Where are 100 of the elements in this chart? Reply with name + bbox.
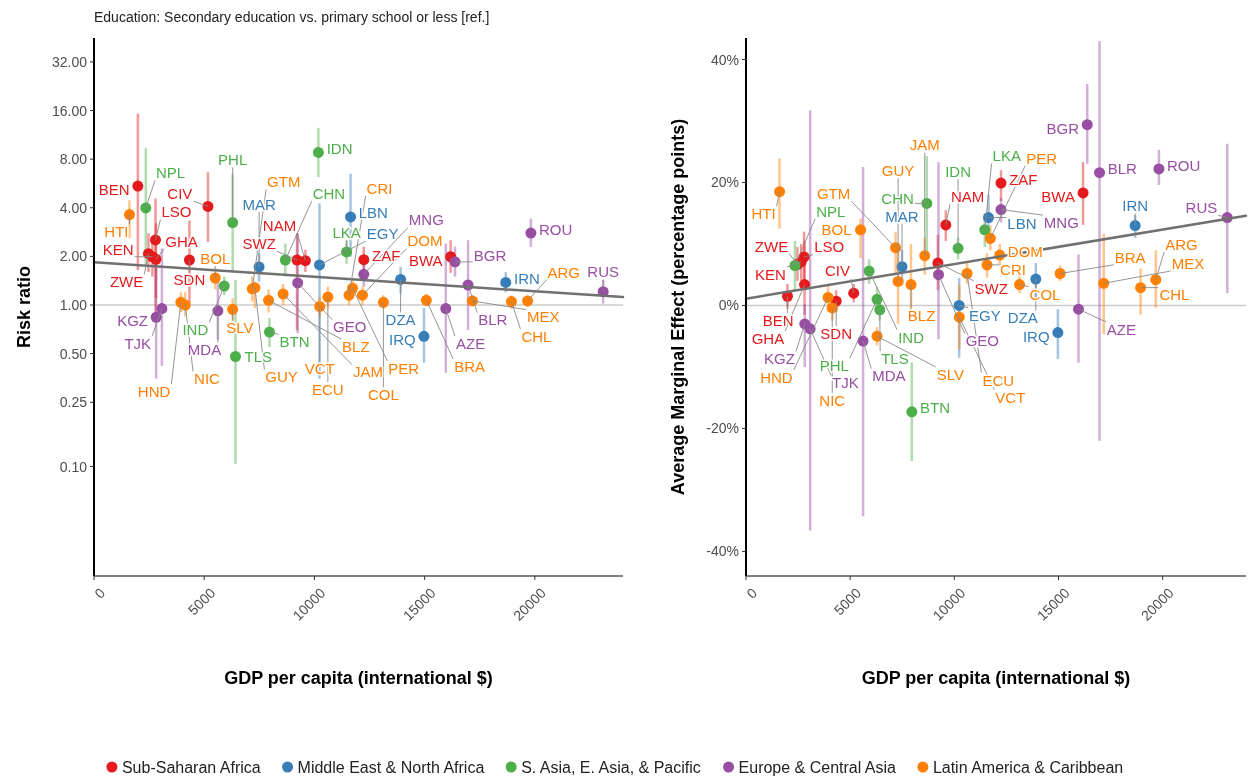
legend-label: Middle East & North Africa	[297, 758, 485, 776]
annotation: IRN	[513, 269, 540, 287]
y-tick-label: 8.00	[59, 151, 88, 168]
legend-label: Latin America & Caribbean	[932, 758, 1124, 776]
annotation: ROU	[538, 220, 573, 238]
y-tick-label: 16.00	[51, 102, 88, 119]
annotation: SLV	[226, 319, 254, 337]
annotation: JAM	[352, 363, 383, 381]
annotation: BTN	[279, 333, 310, 351]
annotation: HTI	[104, 222, 129, 240]
annotation: AZE	[1106, 320, 1137, 338]
x-axis-title: GDP per capita (international $)	[224, 668, 493, 688]
annotation: GEO	[965, 332, 1000, 350]
annotation: TJK	[832, 374, 859, 392]
annotation: AZE	[455, 334, 486, 352]
annotation: MNG	[1043, 213, 1079, 231]
annotation: SWZ	[974, 279, 1008, 297]
annotation: SLV	[936, 365, 964, 383]
annotation: RUS	[587, 263, 619, 281]
annotation: DZA	[1007, 309, 1038, 327]
annotation: IRQ	[389, 331, 416, 349]
annotation: IDN	[945, 163, 972, 181]
annotation: NIC	[194, 370, 221, 388]
annotation: MDA	[187, 341, 222, 359]
annotation: JAM	[909, 136, 940, 154]
legend-label: Sub-Saharan Africa	[121, 758, 261, 776]
annotation: LKA	[992, 147, 1021, 165]
annotation: NPL	[156, 164, 186, 182]
annotation: ARG	[547, 263, 581, 281]
annotation: EGY	[969, 306, 1001, 324]
annotation: SWZ	[242, 235, 276, 253]
y-tick-label: -20%	[706, 420, 739, 437]
annotation: LKA	[332, 223, 361, 241]
annotation: CIV	[824, 262, 850, 280]
annotation: CHL	[1159, 285, 1190, 303]
annotation: VCT	[995, 388, 1026, 406]
annotation: MNG	[408, 211, 444, 229]
annotation: ECU	[982, 371, 1015, 389]
annotation: COL	[367, 386, 399, 404]
annotation: RUS	[1185, 199, 1218, 217]
y-tick-label: 1.00	[59, 297, 88, 314]
y-axis-title: Risk ratio	[14, 265, 34, 349]
annotation: TJK	[124, 334, 152, 352]
annotation: CIV	[167, 184, 193, 202]
y-tick-label: 4.00	[59, 199, 88, 216]
annotation: DOM	[407, 232, 443, 250]
annotation: MEX	[526, 308, 560, 326]
annotation: KGZ	[764, 350, 795, 368]
annotation: TLS	[244, 347, 273, 365]
annotation: VCT	[304, 360, 335, 378]
annotation: KEN	[755, 265, 786, 283]
y-tick-label: 0.10	[59, 458, 88, 475]
annotation: BGR	[1046, 119, 1080, 137]
annotation: BLZ	[342, 337, 370, 355]
annotation: MEX	[1171, 254, 1205, 272]
annotation: HTI	[751, 205, 776, 223]
legend-label: S. Asia, E. Asia, & Pacific	[521, 758, 701, 776]
annotation: NAM	[262, 216, 297, 234]
annotation: BLZ	[907, 307, 936, 325]
annotation: LSO	[161, 203, 192, 221]
annotation: CHN	[881, 189, 914, 207]
annotation: ZWE	[754, 237, 789, 255]
y-tick-label: -40%	[706, 543, 739, 560]
annotation: GHA	[165, 232, 198, 250]
annotation: BWA	[408, 251, 443, 269]
annotation: IRQ	[1022, 327, 1050, 345]
annotation: KEN	[102, 241, 134, 259]
annotation: PHL	[819, 356, 849, 374]
annotation: ZAF	[1009, 170, 1038, 188]
annotation: BGR	[473, 246, 507, 264]
annotation: BRA	[454, 357, 486, 375]
annotation: BLR	[478, 311, 508, 329]
annotation: DZA	[385, 311, 416, 329]
y-axis-title: Average Marginal Effect (percentage points)	[668, 118, 688, 496]
annotation: BLR	[1107, 160, 1138, 178]
annotation: NAM	[950, 188, 985, 206]
annotation: PER	[1026, 149, 1058, 167]
annotation: BTN	[920, 399, 951, 417]
annotation: BOL	[821, 221, 852, 239]
annotation: GEO	[333, 318, 367, 336]
x-tick-label: 0	[91, 584, 109, 602]
chart-title: Education: Secondary education vs. primary school or less [ref.]	[94, 9, 490, 25]
annotation: LSO	[814, 238, 845, 256]
annotation: BEN	[762, 312, 794, 330]
annotation: ZWE	[109, 273, 144, 291]
annotation: CRI	[366, 179, 393, 197]
x-axis-title: GDP per capita (international $)	[861, 668, 1131, 688]
y-tick-label: 2.00	[59, 248, 88, 265]
annotation: SDN	[820, 324, 853, 342]
annotation: HND	[137, 382, 171, 400]
x-tick-label: 0	[743, 584, 761, 602]
annotation: LBN	[1007, 215, 1037, 233]
annotation: GTM	[816, 184, 851, 202]
annotation: NPL	[816, 202, 846, 220]
annotation: EGY	[366, 225, 399, 243]
annotation: BRA	[1114, 248, 1146, 266]
annotation: MAR	[242, 195, 276, 213]
annotation: MDA	[872, 367, 906, 385]
annotation: HND	[760, 368, 793, 386]
annotation: IND	[182, 321, 209, 339]
